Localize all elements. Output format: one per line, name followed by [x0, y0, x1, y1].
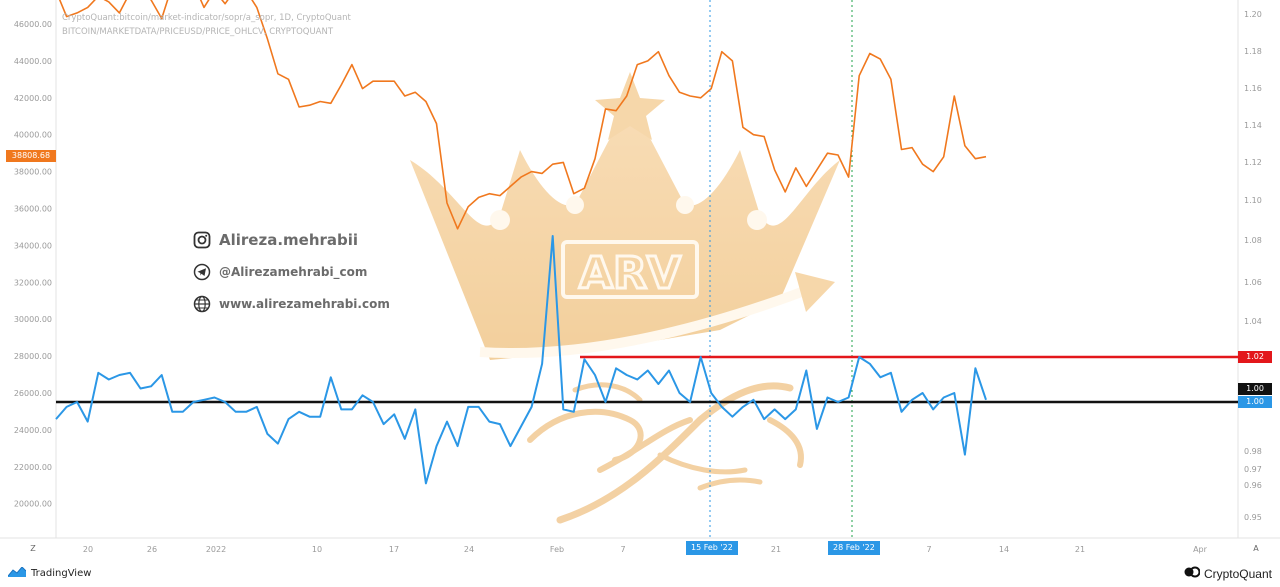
price-series-line	[58, 0, 987, 230]
right-axis-tick-label: 1.08	[1244, 236, 1262, 245]
tradingview-label: TradingView	[31, 568, 92, 579]
x-axis-tick-label: 20	[83, 545, 93, 554]
cryptoquant-icon	[1184, 566, 1201, 581]
x-axis-tick-label: 21	[1075, 545, 1085, 554]
left-axis-tick-label: 20000.00	[14, 500, 52, 509]
left-axis-tick-label: 30000.00	[14, 315, 52, 324]
instagram-icon	[193, 231, 211, 249]
cryptoquant-logo[interactable]: CryptoQuant	[1184, 566, 1272, 581]
x-axis-tick-label: 21	[771, 545, 781, 554]
signature-watermark	[527, 382, 804, 524]
right-axis-tick-label: 1.06	[1244, 278, 1262, 287]
left-axis-tick-label: 42000.00	[14, 94, 52, 103]
left-axis-tick-label: 24000.00	[14, 426, 52, 435]
blue-level-badge: 1.00	[1238, 396, 1272, 408]
x-axis-tick-label: 24	[464, 545, 474, 554]
chart-header-line2: BITCOIN/MARKETDATA/PRICEUSD/PRICE_OHLCV,…	[62, 27, 334, 37]
auto-scale-button[interactable]: A	[1253, 544, 1259, 553]
left-axis-tick-label: 46000.00	[14, 20, 52, 29]
right-axis-tick-label: 1.16	[1244, 84, 1262, 93]
right-axis-tick-label: 0.96	[1244, 481, 1262, 490]
right-axis-tick-label: 1.10	[1244, 196, 1262, 205]
right-axis-tick-label: 0.98	[1244, 447, 1262, 456]
website-url: www.alirezamehrabi.com	[219, 297, 390, 311]
right-axis-tick-label: 0.97	[1244, 465, 1262, 474]
right-axis-tick-label: 1.04	[1244, 317, 1262, 326]
instagram-handle: Alireza.mehrabii	[219, 231, 359, 249]
date-badge-28-feb: 28 Feb '22	[828, 541, 880, 555]
social-website: www.alirezamehrabi.com	[193, 295, 390, 313]
left-axis-tick-label: 28000.00	[14, 352, 52, 361]
right-axis-tick-label: 1.18	[1244, 47, 1262, 56]
red-level-badge: 1.02	[1238, 351, 1272, 363]
left-axis-tick-label: 44000.00	[14, 57, 52, 66]
left-axis-tick-label: 32000.00	[14, 278, 52, 287]
crown-watermark: ARV	[410, 72, 840, 360]
axis-zoom-button[interactable]: Z	[30, 544, 36, 553]
price-badge: 38808.68	[6, 150, 56, 162]
right-axis-tick-label: 0.95	[1244, 513, 1262, 522]
left-axis-tick-label: 40000.00	[14, 131, 52, 140]
x-axis-tick-label: Feb	[550, 545, 564, 554]
globe-icon	[193, 295, 211, 313]
social-instagram: Alireza.mehrabii	[193, 231, 358, 249]
x-axis-tick-label: 26	[147, 545, 157, 554]
x-axis-tick-label: 7	[620, 545, 625, 554]
chart-header-line1: CryptoQuant:bitcoin/market-indicator/sop…	[62, 13, 351, 23]
left-axis-tick-label: 22000.00	[14, 463, 52, 472]
x-axis-tick-label: 14	[999, 545, 1009, 554]
left-axis-tick-label: 36000.00	[14, 205, 52, 214]
x-axis-tick-label: 10	[312, 545, 322, 554]
left-axis-tick-label: 34000.00	[14, 241, 52, 250]
x-axis-tick-label: Apr	[1193, 545, 1208, 554]
x-axis-tick-label: 7	[926, 545, 931, 554]
watermark-logo-text: ARV	[579, 248, 681, 299]
right-axis-tick-label: 1.14	[1244, 121, 1262, 130]
telegram-icon	[193, 263, 211, 281]
social-telegram: @Alirezamehrabi_com	[193, 263, 367, 281]
footer-bar	[0, 564, 1280, 587]
x-axis-tick-label: 2022	[206, 545, 226, 554]
date-badge-15-feb: 15 Feb '22	[686, 541, 738, 555]
right-axis-tick-label: 1.20	[1244, 10, 1262, 19]
left-axis-tick-label: 26000.00	[14, 389, 52, 398]
tradingview-logo[interactable]: TradingView	[7, 566, 92, 580]
black-level-badge: 1.00	[1238, 383, 1272, 395]
tradingview-icon	[7, 566, 27, 580]
sopr-series-line	[55, 235, 987, 485]
cryptoquant-label: CryptoQuant	[1203, 566, 1272, 581]
right-axis-tick-label: 1.12	[1244, 158, 1262, 167]
telegram-handle: @Alirezamehrabi_com	[219, 265, 368, 279]
x-axis-tick-label: 17	[389, 545, 399, 554]
left-axis-tick-label: 38000.00	[14, 168, 52, 177]
